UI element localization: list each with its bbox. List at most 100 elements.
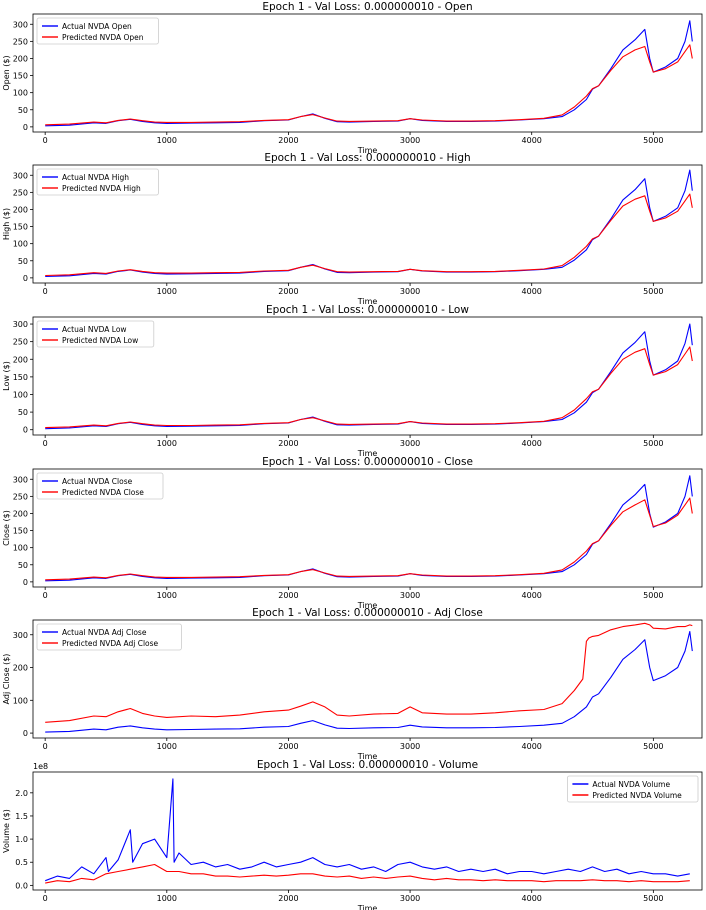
legend: Actual NVDA Open Predicted NVDA Open: [36, 17, 159, 45]
x-tick-label: 3000: [400, 591, 420, 600]
y-tick-label: 150: [13, 223, 28, 232]
chart-title: Epoch 1 - Val Loss: 0.000000010 - High: [264, 152, 470, 164]
x-tick-label: 4000: [522, 742, 542, 751]
y-tick-label: 2.0: [15, 789, 28, 798]
axes-frame: [32, 468, 703, 588]
chart-title: Epoch 1 - Val Loss: 0.000000010 - Volume: [257, 759, 478, 771]
legend: Actual NVDA Volume Predicted NVDA Volume: [567, 775, 699, 803]
y-tick-label: 0: [23, 729, 28, 738]
x-tick-label: 2000: [278, 136, 298, 145]
actual-series-line: [45, 778, 690, 882]
x-tick-label: 1000: [157, 287, 177, 296]
legend: Actual NVDA Close Predicted NVDA Close: [36, 472, 164, 500]
x-axis-label: Time: [357, 752, 378, 761]
y-axis-label: Volume ($): [2, 809, 11, 853]
y-tick-label: 300: [13, 171, 28, 180]
x-tick-label: 2000: [278, 591, 298, 600]
y-tick-label: 300: [13, 631, 28, 640]
x-tick-label: 4000: [522, 894, 542, 903]
legend-box: [36, 472, 164, 500]
legend-box: [567, 775, 699, 803]
y-tick-label: 200: [13, 664, 28, 673]
subplot-1: Epoch 1 - Val Loss: 0.000000010 - Open 0 1…: [2, 1, 703, 155]
y-axis-label: Adj Close ($): [2, 654, 11, 705]
chart-title: Epoch 1 - Val Loss: 0.000000010 - Adj Cl…: [252, 607, 483, 619]
x-tick-label: 3000: [400, 742, 420, 751]
x-tick-label: 1000: [157, 742, 177, 751]
axes-frame: [32, 771, 703, 891]
actual-series-line: [45, 630, 693, 733]
series-group: [45, 169, 693, 278]
x-axis-label: Time: [357, 449, 378, 458]
x-tick-label: 4000: [522, 136, 542, 145]
axes-frame: [32, 13, 703, 133]
y-tick-label: 300: [13, 320, 28, 329]
x-tick-label: 3000: [400, 894, 420, 903]
x-tick-label: 2000: [278, 439, 298, 448]
x-tick-label: 0: [43, 894, 48, 903]
chart-title: Epoch 1 - Val Loss: 0.000000010 - Open: [262, 1, 472, 13]
legend-entry: Actual NVDA High: [62, 173, 129, 182]
legend-entry: Actual NVDA Adj Close: [62, 628, 147, 637]
y-tick-label: 0: [23, 274, 28, 283]
y-tick-label: 150: [13, 373, 28, 382]
legend-box: [36, 168, 159, 196]
legend-entry: Predicted NVDA Open: [62, 33, 144, 42]
x-tick-label: 3000: [400, 287, 420, 296]
x-tick-label: 5000: [643, 742, 663, 751]
legend: Actual NVDA Adj Close Predicted NVDA Adj …: [36, 623, 182, 651]
y-axis-label: Open ($): [2, 55, 11, 90]
legend-box: [36, 623, 182, 651]
series-group: [45, 475, 693, 582]
legend-entry: Predicted NVDA High: [62, 184, 141, 193]
x-tick-label: 0: [43, 742, 48, 751]
legend-entry: Predicted NVDA Volume: [592, 791, 682, 800]
predicted-series-line: [45, 346, 693, 429]
series-group: [45, 20, 693, 127]
x-axis-label: Time: [357, 297, 378, 306]
y-tick-label: 0: [23, 578, 28, 587]
y-tick-label: 0.0: [15, 881, 28, 890]
y-tick-label: 100: [13, 544, 28, 553]
predicted-series-line: [45, 193, 693, 277]
legend-entry: Predicted NVDA Adj Close: [62, 639, 159, 648]
predicted-series-line: [45, 497, 693, 581]
series-group: [45, 323, 693, 430]
x-axis-label: Time: [357, 904, 378, 910]
chart-title: Epoch 1 - Val Loss: 0.000000010 - Low: [266, 304, 469, 316]
x-tick-label: 5000: [643, 439, 663, 448]
x-tick-label: 1000: [157, 894, 177, 903]
y-tick-label: 250: [13, 492, 28, 501]
x-tick-label: 0: [43, 591, 48, 600]
predicted-series-line: [45, 44, 693, 126]
y-tick-label: 0: [23, 426, 28, 435]
legend-box: [36, 17, 159, 45]
y-tick-label: 150: [13, 72, 28, 81]
x-tick-label: 5000: [643, 136, 663, 145]
axes-frame: [32, 619, 703, 739]
x-tick-label: 4000: [522, 439, 542, 448]
subplot-3: Epoch 1 - Val Loss: 0.000000010 - Low 0 10…: [2, 304, 703, 458]
legend-entry: Actual NVDA Low: [62, 325, 127, 334]
y-tick-label: 250: [13, 188, 28, 197]
y-tick-label: 1.5: [15, 812, 28, 821]
series-group: [45, 778, 690, 884]
legend-box: [36, 320, 155, 348]
y-tick-label: 100: [13, 390, 28, 399]
legend-entry: Predicted NVDA Low: [62, 336, 138, 345]
legend-entry: Actual NVDA Volume: [592, 780, 670, 789]
y-tick-label: 100: [13, 696, 28, 705]
x-tick-label: 4000: [522, 591, 542, 600]
legend-entry: Actual NVDA Open: [62, 22, 132, 31]
legend-entry: Predicted NVDA Close: [62, 488, 144, 497]
x-tick-label: 5000: [643, 894, 663, 903]
y-tick-label: 300: [13, 20, 28, 29]
x-axis-label: Time: [357, 146, 378, 155]
x-tick-label: 1000: [157, 591, 177, 600]
x-tick-label: 3000: [400, 136, 420, 145]
y-tick-label: 250: [13, 37, 28, 46]
legend: Actual NVDA High Predicted NVDA High: [36, 168, 159, 196]
predicted-series-line: [45, 863, 690, 884]
chart-title: Epoch 1 - Val Loss: 0.000000010 - Close: [262, 456, 473, 468]
